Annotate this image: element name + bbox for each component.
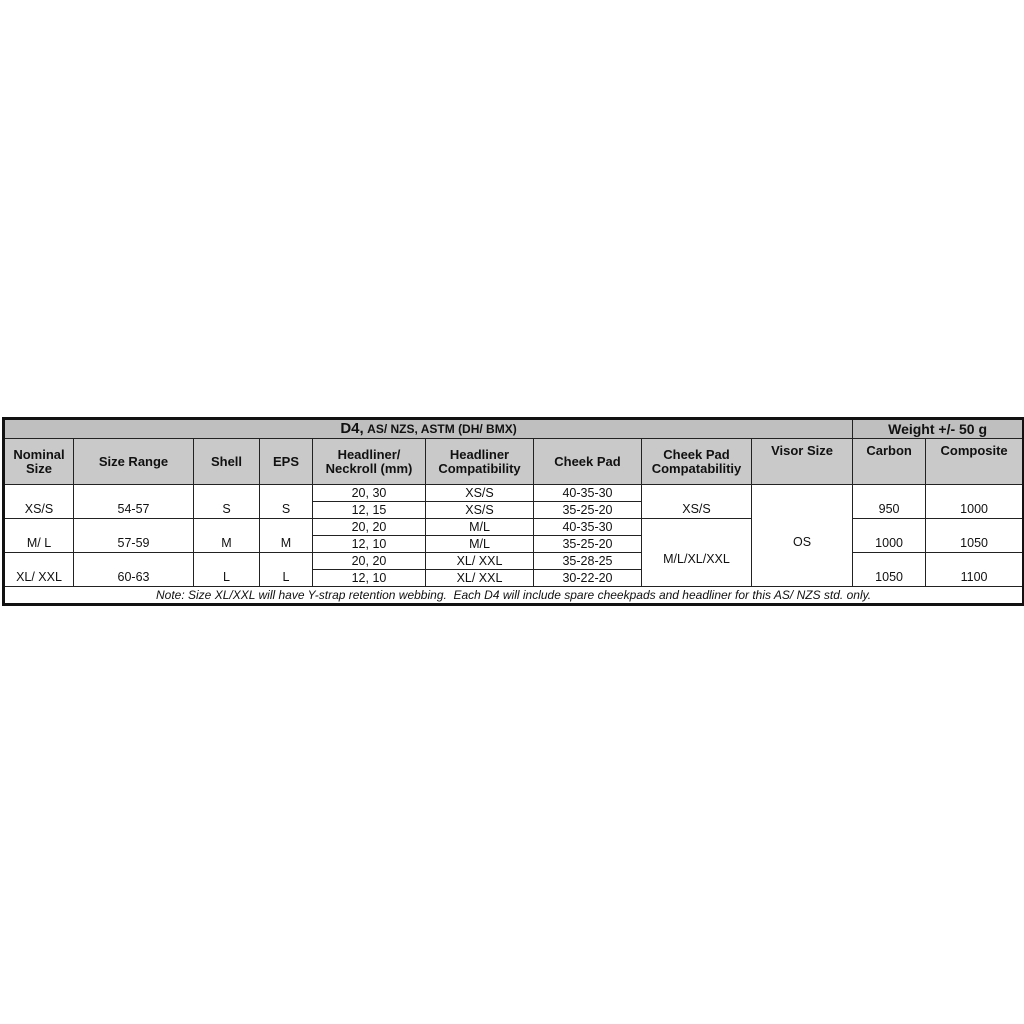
- header-row: Nominal Size Size Range Shell EPS Headli…: [3, 438, 1024, 485]
- table-row: XS/S 54-57 S S 20, 30 XS/S 40-35-30 XS/S…: [3, 484, 1024, 587]
- standards: AS/ NZS, ASTM (DH/ BMX): [367, 422, 517, 436]
- nominal-size: XL/ XXL: [3, 552, 74, 587]
- weight-header: Weight +/- 50 g: [852, 418, 1024, 439]
- headliner-compat: XS/S: [425, 501, 534, 519]
- headliner-compat: XL/ XXL: [425, 569, 534, 587]
- cheek-pad: 35-25-20: [533, 535, 642, 553]
- composite-weight: 1050: [925, 518, 1024, 553]
- nominal-size: XS/S: [3, 484, 74, 519]
- eps: M: [259, 518, 313, 553]
- cheek-pad: 30-22-20: [533, 569, 642, 587]
- carbon-weight: 950: [852, 484, 927, 519]
- eps: L: [259, 552, 313, 587]
- headliner: 12, 10: [312, 569, 426, 587]
- headliner: 20, 20: [312, 518, 426, 536]
- table-title: D4, AS/ NZS, ASTM (DH/ BMX): [2, 418, 854, 439]
- col-composite: Composite: [925, 438, 1024, 485]
- headliner-compat: XL/ XXL: [425, 552, 534, 570]
- size-range: 57-59: [73, 518, 194, 553]
- col-eps: EPS: [259, 438, 313, 485]
- col-size-range: Size Range: [73, 438, 194, 485]
- shell: S: [193, 484, 260, 519]
- headliner: 12, 10: [312, 535, 426, 553]
- cheek-pad: 35-28-25: [533, 552, 642, 570]
- nominal-size: M/ L: [3, 518, 74, 553]
- visor-size: OS: [750, 484, 854, 587]
- col-nominal-size: Nominal Size: [3, 438, 74, 485]
- headliner: 20, 30: [312, 484, 426, 502]
- size-range: 60-63: [73, 552, 194, 587]
- cheek-pad: 35-25-20: [533, 501, 642, 519]
- composite-weight: 1000: [925, 484, 1024, 519]
- cheek-pad: 40-35-30: [533, 518, 642, 536]
- cheek-pad: 40-35-30: [533, 484, 642, 502]
- size-range: 54-57: [73, 484, 194, 519]
- col-visor: Visor Size: [750, 438, 854, 485]
- composite-weight: 1100: [925, 552, 1024, 587]
- note-row: Note: Size XL/XXL will have Y-strap rete…: [2, 586, 1024, 605]
- model-name: D4,: [340, 420, 364, 437]
- shell: L: [193, 552, 260, 587]
- headliner-compat: M/L: [425, 535, 534, 553]
- title-row: D4, AS/ NZS, ASTM (DH/ BMX) Weight +/- 5…: [2, 418, 1024, 439]
- col-cheek-compat: Cheek Pad Compatabilitiy: [641, 438, 752, 485]
- headliner: 20, 20: [312, 552, 426, 570]
- headliner-compat: XS/S: [425, 484, 534, 502]
- table-row: M/ L 57-59 M M 20, 20 M/L 40-35-30 M/L/X…: [3, 518, 1024, 587]
- col-carbon: Carbon: [852, 438, 927, 485]
- carbon-weight: 1050: [852, 552, 927, 587]
- col-cheek-pad: Cheek Pad: [533, 438, 642, 485]
- headliner: 12, 15: [312, 501, 426, 519]
- col-shell: Shell: [193, 438, 260, 485]
- col-headliner-compat: Headliner Compatibility: [425, 438, 534, 485]
- carbon-weight: 1000: [852, 518, 927, 553]
- note-text: Note: Size XL/XXL will have Y-strap rete…: [2, 586, 1024, 605]
- cheek-compat: XS/S: [641, 484, 752, 519]
- table-row: 12, 10 M/L 35-25-20: [4, 535, 1024, 553]
- col-headliner: Headliner/ Neckroll (mm): [312, 438, 426, 485]
- cheek-compat: M/L/XL/XXL: [641, 518, 752, 587]
- table-row: XL/ XXL 60-63 L L 20, 20 XL/ XXL 35-28-2…: [3, 552, 1024, 587]
- size-chart-table: D4, AS/ NZS, ASTM (DH/ BMX) Weight +/- 5…: [2, 417, 1024, 606]
- shell: M: [193, 518, 260, 553]
- eps: S: [259, 484, 313, 519]
- headliner-compat: M/L: [425, 518, 534, 536]
